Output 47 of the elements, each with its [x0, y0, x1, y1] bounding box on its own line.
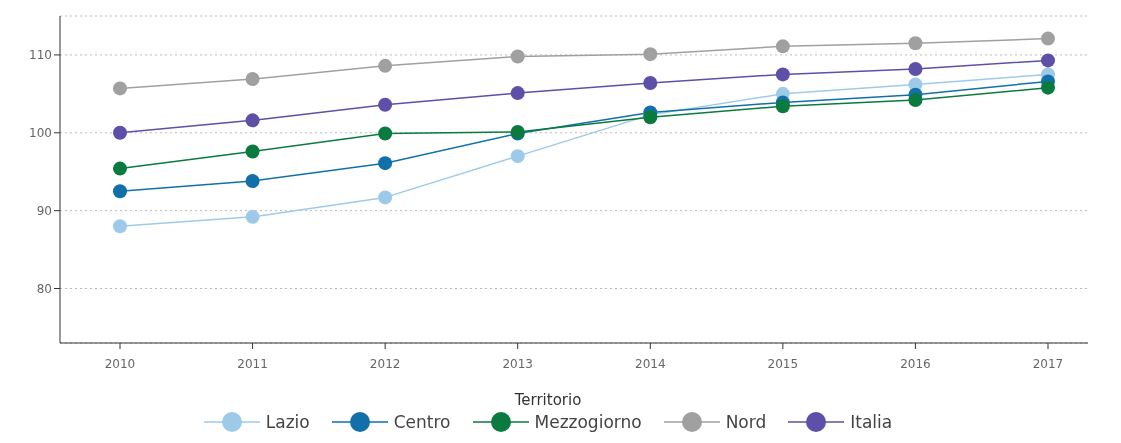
point [775, 99, 790, 114]
point [908, 61, 923, 76]
point [1041, 53, 1055, 68]
point [113, 219, 127, 234]
point [245, 113, 260, 128]
y-tick-label: 90 [36, 203, 52, 218]
x-tick-label: 2013 [502, 356, 533, 371]
point [775, 67, 790, 82]
point [378, 156, 393, 171]
point [378, 58, 393, 73]
legend-title: Territorio [513, 391, 583, 409]
point [643, 75, 658, 90]
legend-label: Mezzogiorno [534, 412, 642, 432]
point [245, 144, 260, 159]
point [510, 49, 525, 64]
point [245, 174, 260, 189]
point [510, 86, 525, 101]
legend-label: Italia [850, 412, 893, 432]
point [1041, 31, 1055, 46]
point [643, 47, 658, 62]
point [775, 39, 790, 54]
y-tick-label: 110 [29, 48, 52, 63]
point [378, 126, 393, 141]
point [113, 81, 127, 96]
x-tick-label: 2010 [104, 356, 136, 371]
point [510, 149, 525, 164]
point [113, 161, 127, 176]
x-tick-label: 2015 [767, 356, 799, 371]
legend-label: Centro [393, 412, 451, 432]
point [245, 209, 260, 224]
point [113, 125, 127, 140]
x-tick-label: 2016 [900, 356, 931, 371]
legend-label: Lazio [265, 412, 310, 432]
x-tick-label: 2012 [369, 356, 401, 371]
y-tick-label: 80 [36, 281, 52, 296]
point [378, 190, 393, 205]
x-tick-label: 2017 [1032, 356, 1064, 371]
point [245, 72, 260, 87]
point [1041, 80, 1055, 95]
x-tick-label: 2014 [635, 356, 666, 371]
y-tick-label: 100 [29, 126, 52, 141]
x-tick-label: 2011 [237, 356, 268, 371]
point [908, 36, 923, 51]
legend-label: Nord [725, 412, 767, 432]
point [378, 97, 393, 112]
point [908, 93, 923, 108]
point [113, 184, 127, 199]
